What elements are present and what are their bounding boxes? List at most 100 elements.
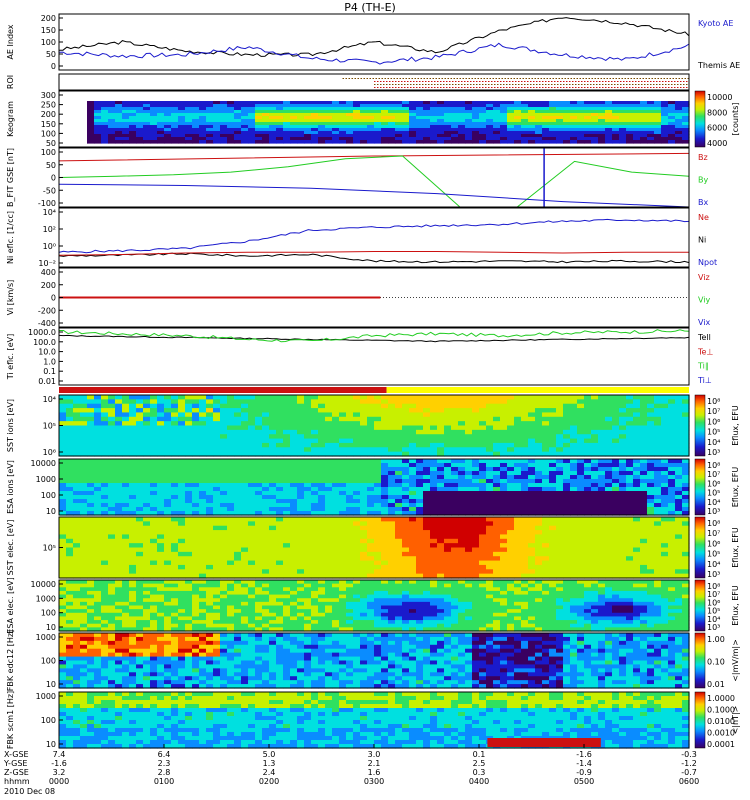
spectrogram-cell: [290, 107, 298, 111]
spectrogram-cell: [192, 107, 200, 111]
spectrogram-cell: [87, 110, 95, 114]
spectrogram-cell: [150, 459, 158, 464]
roi-dot: [626, 87, 628, 88]
roi-dot: [524, 84, 526, 85]
roi-dot: [494, 81, 496, 82]
spectrogram-cell: [213, 463, 221, 468]
roi-dot: [618, 78, 620, 79]
spectrogram-cell: [598, 403, 606, 409]
spectrogram-cell: [276, 491, 284, 496]
spectrogram-cell: [549, 438, 557, 444]
spectrogram-cell: [570, 140, 578, 144]
spectrogram-cell: [325, 543, 333, 549]
spectrogram-cell: [276, 125, 284, 129]
spectrogram-cell: [311, 131, 319, 135]
spectrogram-cell: [66, 556, 74, 562]
spectrogram-cell: [262, 491, 270, 496]
spectrogram-cell: [94, 107, 102, 111]
spectrogram-cell: [493, 475, 501, 480]
spectrogram-cell: [199, 547, 207, 553]
spectrogram-cell: [654, 408, 662, 414]
spectrogram-cell: [297, 110, 305, 114]
spectrogram-cell: [297, 125, 305, 129]
roi-dot: [467, 87, 469, 88]
spectrogram-cell: [353, 560, 361, 566]
spectrogram-cell: [332, 517, 340, 522]
spectrogram-cell: [59, 412, 67, 418]
spectrogram-cell: [535, 403, 543, 409]
spectrogram-cell: [451, 471, 459, 476]
spectrogram-cell: [647, 483, 655, 488]
spectrogram-cell: [171, 483, 179, 488]
spectrogram-cell: [80, 551, 88, 557]
spectrogram-cell: [402, 134, 410, 138]
spectrogram-cell: [388, 408, 396, 414]
roi-dot: [539, 84, 541, 85]
y-tick-label: 200: [41, 14, 56, 23]
spectrogram-cell: [115, 551, 123, 557]
spectrogram-cell: [94, 125, 102, 129]
spectrogram-cell: [388, 459, 396, 464]
spectrogram-cell: [283, 110, 291, 114]
spectrogram-cell: [171, 113, 179, 117]
spectrogram-cell: [206, 403, 214, 409]
spectrogram-cell: [332, 491, 340, 496]
roi-dot: [600, 78, 602, 79]
spectrogram-cell: [409, 491, 417, 496]
spectrogram-cell: [318, 560, 326, 566]
spectrogram-cell: [395, 134, 403, 138]
spectrogram-cell: [563, 491, 571, 496]
spectrogram-cell: [416, 438, 424, 444]
spectrogram-cell: [409, 463, 417, 468]
spectrogram-cell: [241, 463, 249, 468]
spectrogram-cell: [66, 487, 74, 492]
spectrogram-cell: [290, 463, 298, 468]
spectrogram-cell: [353, 487, 361, 492]
spectrogram-cell: [346, 517, 354, 522]
spectrogram-cell: [157, 403, 165, 409]
spectrogram-cell: [556, 475, 564, 480]
spectrogram-cell: [199, 395, 207, 400]
spectrogram-cell: [206, 521, 214, 527]
spectrogram-cell: [423, 421, 431, 427]
spectrogram-cell: [360, 538, 368, 544]
spectrogram-cell: [276, 104, 284, 108]
spectrogram-cell: [241, 556, 249, 562]
spectrogram-cell: [80, 538, 88, 544]
roi-dot: [422, 87, 424, 88]
spectrogram-cell: [311, 507, 319, 512]
spectrogram-cell: [276, 412, 284, 418]
spectrogram-cell: [661, 495, 669, 500]
spectrogram-cell: [150, 119, 158, 123]
spectrogram-cell: [290, 467, 298, 472]
spectrogram-cell: [458, 483, 466, 488]
roi-dot: [446, 87, 448, 88]
spectrogram-cell: [234, 487, 242, 492]
spectrogram-cell: [507, 429, 515, 435]
spectrogram-cell: [479, 140, 487, 144]
spectrogram-cell: [675, 487, 683, 492]
spectrogram-cell: [633, 507, 641, 512]
spectrogram-cell: [591, 412, 599, 418]
spectrogram-cell: [353, 530, 361, 536]
spectrogram-cell: [675, 479, 683, 484]
spectrogram-cell: [164, 403, 172, 409]
roi-dot: [420, 78, 422, 79]
spectrogram-cell: [199, 408, 207, 414]
legend-label: Viy: [698, 296, 711, 305]
spectrogram-cell: [269, 131, 277, 135]
spectrogram-cell: [486, 408, 494, 414]
spectrogram-cell: [150, 425, 158, 431]
spectrogram-cell: [269, 551, 277, 557]
spectrogram-cell: [171, 131, 179, 135]
spectrogram-cell: [213, 483, 221, 488]
spectrogram-cell: [192, 471, 200, 476]
spectrogram-cell: [136, 534, 144, 540]
spectrogram-cell: [171, 475, 179, 480]
spectrogram-cell: [395, 475, 403, 480]
spectrogram-cell: [192, 467, 200, 472]
spectrogram-cell: [290, 517, 298, 522]
roi-dot: [489, 78, 491, 79]
spectrogram-cell: [227, 543, 235, 549]
spectrogram-cell: [367, 119, 375, 123]
